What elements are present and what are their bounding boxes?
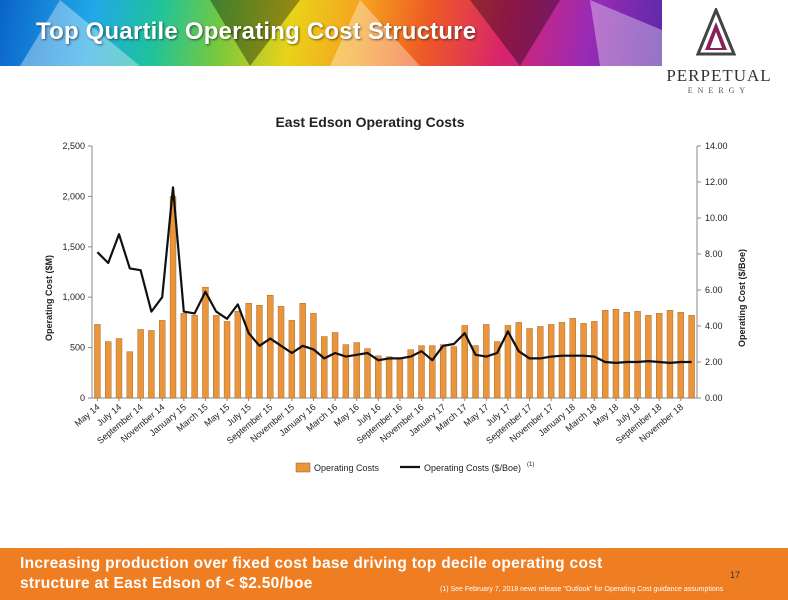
bar bbox=[429, 345, 436, 399]
bar bbox=[677, 312, 684, 399]
y2-tick-label: 10.00 bbox=[705, 213, 728, 223]
bar bbox=[580, 323, 587, 399]
bar bbox=[223, 321, 231, 399]
bar bbox=[601, 310, 609, 399]
y-tick-label: 500 bbox=[70, 343, 85, 353]
legend-footnote-marker: (1) bbox=[527, 462, 534, 468]
series-line bbox=[96, 186, 692, 364]
line-series bbox=[96, 186, 692, 364]
triangle-logo-icon bbox=[696, 8, 736, 56]
bar bbox=[288, 320, 296, 399]
legend-line-label: Operating Costs ($/Boe) bbox=[424, 463, 521, 473]
bar bbox=[277, 306, 285, 399]
bar bbox=[126, 351, 133, 399]
footer-bar bbox=[0, 548, 788, 600]
y-tick-label: 1,500 bbox=[62, 242, 85, 252]
bar bbox=[504, 325, 512, 399]
bar bbox=[375, 355, 382, 399]
y-tick-label: 0 bbox=[80, 393, 85, 403]
bar bbox=[213, 315, 220, 399]
bar bbox=[321, 336, 328, 399]
y2-tick-label: 0.00 bbox=[705, 393, 723, 403]
y-axis-label: Operating Cost ($M) bbox=[44, 255, 54, 341]
y2-tick-label: 6.00 bbox=[705, 285, 723, 295]
bar bbox=[234, 311, 242, 399]
bar bbox=[299, 303, 306, 399]
bar bbox=[331, 332, 339, 399]
y2-tick-label: 4.00 bbox=[705, 321, 723, 331]
y2-tick-label: 8.00 bbox=[705, 249, 723, 259]
bar bbox=[191, 315, 198, 399]
page-title: Top Quartile Operating Cost Structure bbox=[36, 18, 477, 45]
bar bbox=[105, 341, 112, 399]
bar bbox=[310, 313, 317, 399]
bar bbox=[645, 315, 652, 399]
bar bbox=[591, 321, 598, 399]
company-logo-subtitle: ENERGY bbox=[687, 86, 751, 95]
chart-title: East Edson Operating Costs bbox=[275, 114, 464, 130]
bar bbox=[148, 330, 155, 399]
bar bbox=[353, 342, 360, 399]
company-logo-name: PERPETUAL bbox=[666, 66, 772, 85]
bar bbox=[634, 311, 641, 399]
bar bbox=[688, 315, 695, 399]
bar bbox=[623, 312, 630, 399]
bar bbox=[547, 324, 555, 399]
bar bbox=[137, 329, 144, 399]
bar bbox=[245, 303, 252, 399]
bar bbox=[267, 294, 274, 399]
bar bbox=[396, 357, 404, 399]
bar bbox=[418, 345, 425, 399]
bar bbox=[526, 328, 533, 399]
bar bbox=[537, 326, 544, 399]
bar bbox=[656, 313, 663, 399]
bar bbox=[472, 345, 479, 399]
y2-tick-label: 12.00 bbox=[705, 177, 728, 187]
bar bbox=[612, 309, 620, 399]
bar bbox=[385, 356, 393, 399]
y-tick-label: 2,500 bbox=[62, 141, 85, 151]
bar bbox=[558, 322, 566, 399]
bar bbox=[159, 320, 166, 399]
operating-cost-chart: East Edson Operating Costs 0 500 1,000 1,50… bbox=[44, 114, 747, 473]
y-tick-label: 2,000 bbox=[62, 191, 85, 201]
page-number: 17 bbox=[730, 570, 741, 580]
header-banner: Top Quartile Operating Cost Structure bbox=[0, 0, 662, 66]
bar bbox=[202, 286, 209, 399]
bar bbox=[461, 325, 468, 399]
bar-series bbox=[94, 196, 695, 399]
bar bbox=[115, 338, 123, 399]
bar bbox=[569, 318, 576, 399]
chart-legend: Operating Costs Operating Costs ($/Boe) … bbox=[295, 462, 534, 473]
bar bbox=[450, 346, 458, 399]
bar bbox=[94, 324, 101, 399]
bar bbox=[256, 305, 263, 399]
bar bbox=[515, 322, 522, 399]
legend-bar-swatch bbox=[295, 462, 311, 473]
banner-pattern bbox=[20, 0, 662, 66]
bar bbox=[666, 310, 674, 399]
bar bbox=[493, 341, 501, 399]
bar bbox=[439, 344, 447, 399]
bar bbox=[342, 344, 350, 399]
legend-bar-label: Operating Costs bbox=[314, 463, 380, 473]
y-tick-label: 1,000 bbox=[62, 292, 85, 302]
bar bbox=[483, 324, 490, 399]
y2-tick-label: 2.00 bbox=[705, 357, 723, 367]
bar bbox=[169, 196, 177, 399]
y2-axis-label: Operating Cost ($/Boe) bbox=[737, 249, 747, 347]
bar bbox=[180, 313, 188, 399]
footnote: (1) See February 7, 2018 news release "O… bbox=[440, 586, 724, 593]
y2-tick-label: 14.00 bbox=[705, 141, 728, 151]
bar bbox=[364, 348, 371, 399]
bar bbox=[407, 349, 414, 399]
footer-message: Increasing production over fixed cost ba… bbox=[20, 555, 603, 592]
